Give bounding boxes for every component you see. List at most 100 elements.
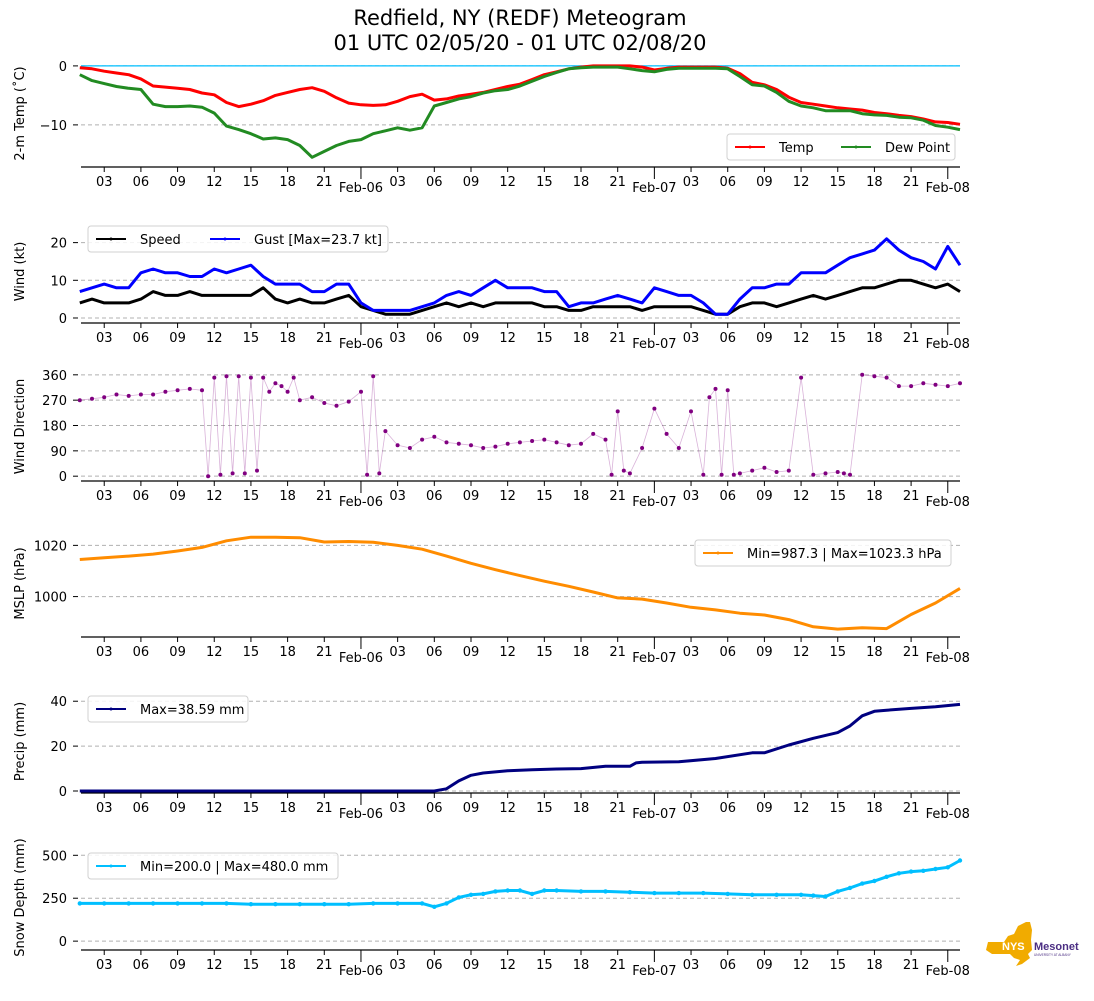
series-direction-point <box>218 472 223 477</box>
x-hour-label: 15 <box>243 331 260 346</box>
y-tick-label: 20 <box>50 740 67 755</box>
x-hour-label: 06 <box>719 958 736 973</box>
panel-temp: 0 −10 2-m Temp (˚C) 03 06 09 12 15 18 21 Feb-06 03 0… <box>12 60 970 196</box>
y-tick-label: 0 <box>59 312 67 327</box>
x-date-label: Feb-07 <box>632 964 676 979</box>
legend-box <box>694 539 952 567</box>
series-direction-point <box>90 396 94 401</box>
x-hour-label: 09 <box>463 331 480 346</box>
legend: Max=38.59 mm <box>87 695 249 723</box>
x-hour-label: 21 <box>903 175 920 190</box>
series-direction-point <box>126 393 131 398</box>
series-direction-point <box>383 429 388 434</box>
x-hour-label: 15 <box>536 331 553 346</box>
x-hour-label: 12 <box>793 331 810 346</box>
series-direction-point <box>163 389 168 394</box>
series-direction-point <box>346 399 351 404</box>
x-hour-label: 21 <box>903 958 920 973</box>
x-hour-label: 15 <box>536 175 553 190</box>
x-date-label: Feb-08 <box>926 964 970 979</box>
series-direction-point <box>909 384 914 389</box>
series-direction-point <box>230 471 235 476</box>
series-direction-point <box>933 382 938 387</box>
series-direction-point <box>542 437 547 442</box>
legend-swatch-marker <box>109 237 113 241</box>
series-direction-point <box>322 401 327 405</box>
x-date-label: Feb-07 <box>632 337 676 352</box>
x-hour-label: 12 <box>793 645 810 660</box>
x-hour-label: 06 <box>133 331 150 346</box>
legend: Min=987.3 | Max=1023.3 hPa <box>694 539 952 567</box>
series-direction-point <box>603 437 608 442</box>
x-date-label: Feb-08 <box>926 337 970 352</box>
series-direction-point <box>731 472 736 477</box>
x-hour-label: 09 <box>169 175 186 190</box>
series-direction-connector <box>79 374 961 477</box>
series-direction-point <box>224 374 229 379</box>
legend-swatch-marker <box>854 145 858 149</box>
x-hour-label: 03 <box>683 489 700 504</box>
series-direction-point <box>591 431 596 436</box>
x-date-label: Feb-08 <box>926 807 970 822</box>
series-direction-point <box>786 468 791 473</box>
panel-precip: 0 20 40 Precip (mm) 03 06 09 12 15 18 21 Feb-06 03 06… <box>13 695 970 822</box>
series-direction-point <box>762 465 767 470</box>
x-hour-label: 15 <box>536 801 553 816</box>
series-direction-point <box>615 409 620 414</box>
series-direction-point <box>505 441 510 446</box>
y-axis-label: Snow Depth (mm) <box>13 838 28 956</box>
y-tick-label: 1020 <box>34 539 67 554</box>
x-hour-label: 06 <box>719 801 736 816</box>
x-hour-label: 21 <box>316 958 333 973</box>
x-hour-label: 09 <box>756 958 773 973</box>
x-hour-label: 21 <box>609 801 626 816</box>
x-date-label: Feb-07 <box>632 181 676 196</box>
y-tick-label: 90 <box>50 445 67 460</box>
x-hour-label: 12 <box>206 645 223 660</box>
x-hour-label: 21 <box>609 331 626 346</box>
x-hour-label: 09 <box>463 489 480 504</box>
series-direction-point <box>242 471 247 476</box>
x-hour-label: 21 <box>609 489 626 504</box>
series-direction-point <box>138 392 143 397</box>
x-hour-label: 03 <box>96 645 113 660</box>
series-direction-point <box>554 440 559 445</box>
x-hour-label: 03 <box>96 489 113 504</box>
legend-label: Max=38.59 mm <box>140 703 244 718</box>
x-hour-label: 09 <box>756 801 773 816</box>
y-tick-label: 360 <box>42 369 67 384</box>
x-hour-label: 18 <box>573 958 590 973</box>
series-direction-point <box>432 434 437 439</box>
x-hour-label: 21 <box>903 645 920 660</box>
series-mslp-line <box>79 535 961 631</box>
series-direction-point <box>297 398 302 403</box>
x-hour-label: 18 <box>573 645 590 660</box>
x-hour-label: 06 <box>719 645 736 660</box>
x-date-label: Feb-08 <box>926 495 970 510</box>
series-direction-point <box>835 470 840 474</box>
series-direction-point <box>236 374 241 379</box>
y-tick-label: 250 <box>42 892 67 907</box>
x-hour-label: 18 <box>573 175 590 190</box>
y-axis-label: Wind Direction <box>13 379 28 475</box>
series-direction-point <box>750 468 755 473</box>
x-hour-label: 21 <box>903 801 920 816</box>
series-direction-point <box>248 375 253 380</box>
series-direction-point <box>206 474 211 479</box>
series-direction-point <box>676 446 681 450</box>
y-tick-label: 500 <box>42 849 67 864</box>
series-temp-line <box>79 64 961 126</box>
x-hour-label: 06 <box>426 175 443 190</box>
x-hour-label: 15 <box>829 175 846 190</box>
x-hour-label: 12 <box>499 175 516 190</box>
series-direction-point <box>621 468 626 473</box>
x-hour-label: 18 <box>866 801 883 816</box>
panel-mslp: 1000 1020 MSLP (hPa) 03 06 09 12 15 18 21 Feb-06 03… <box>13 535 970 666</box>
series-direction-point <box>958 381 962 386</box>
legend-label: Speed <box>140 233 181 248</box>
legend-label: Gust [Max=23.7 kt] <box>254 233 382 248</box>
x-date-label: Feb-06 <box>339 807 383 822</box>
series-gust-line <box>79 237 962 316</box>
chart-title: Redfield, NY (REDF) Meteogram 01 UTC 02/… <box>0 6 1040 56</box>
x-date-label: Feb-08 <box>926 181 970 196</box>
